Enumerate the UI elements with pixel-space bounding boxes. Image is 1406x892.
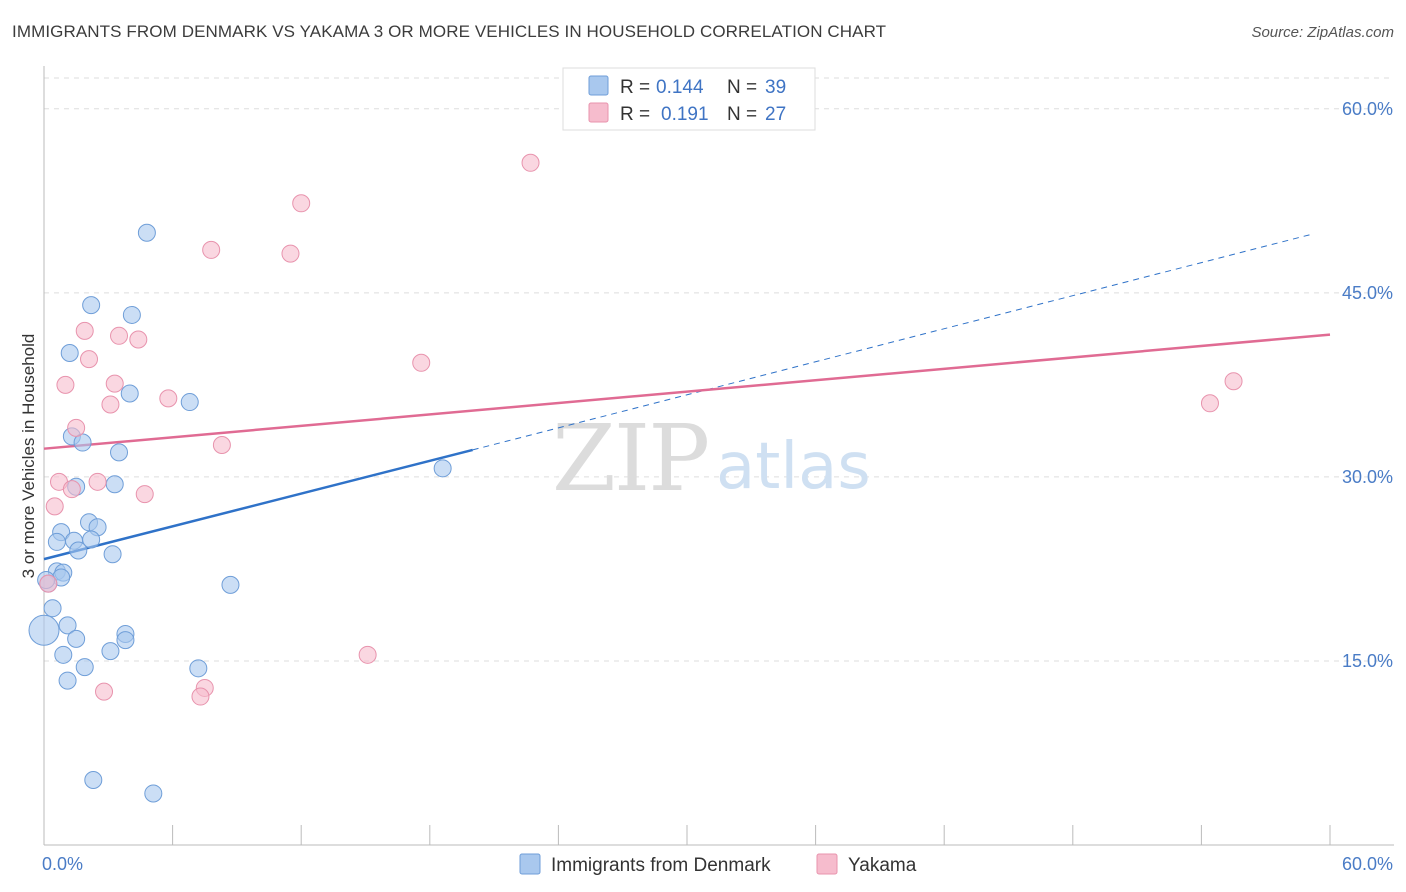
point-denmark-36 xyxy=(84,770,103,789)
point-denmark-1 xyxy=(82,296,101,315)
point-denmark-32 xyxy=(54,645,73,664)
x-tick-label-0: 0.0% xyxy=(42,854,83,874)
trend-line-denmark-extension xyxy=(472,233,1313,451)
y-tick-label-1: 30.0% xyxy=(1342,467,1393,487)
series-legend-swatch-yakama xyxy=(816,853,838,875)
point-denmark-9 xyxy=(105,475,124,494)
point-yakama-2 xyxy=(202,240,221,259)
legend-n-label-yakama: N = xyxy=(727,104,757,125)
point-yakama-0 xyxy=(521,153,540,172)
point-denmark-18 xyxy=(69,541,88,560)
gridlines xyxy=(44,77,1394,662)
series-legend-label-denmark: Immigrants from Denmark xyxy=(551,855,771,876)
point-denmark-8 xyxy=(110,443,129,462)
watermark-zip: ZIP xyxy=(552,405,708,512)
point-denmark-15 xyxy=(47,532,66,551)
point-denmark-28 xyxy=(67,629,86,648)
point-denmark-27 xyxy=(28,614,60,646)
point-yakama-9 xyxy=(56,375,75,394)
y-tick-label-3: 60.0% xyxy=(1342,99,1393,119)
point-yakama-13 xyxy=(1224,372,1243,391)
point-yakama-20 xyxy=(135,485,154,504)
legend-n-value-denmark: 39 xyxy=(765,77,786,98)
watermark-atlas: atlas xyxy=(716,430,871,504)
point-yakama-22 xyxy=(39,574,58,593)
legend-r-value-denmark: 0.144 xyxy=(656,77,704,98)
point-yakama-4 xyxy=(75,321,94,340)
point-denmark-26 xyxy=(58,616,77,635)
point-denmark-3 xyxy=(60,343,79,362)
point-yakama-19 xyxy=(62,480,81,499)
point-denmark-35 xyxy=(58,671,77,690)
series-legend-swatch-denmark xyxy=(519,853,541,875)
point-denmark-11 xyxy=(433,459,452,478)
x-tick-labels: 0.0% 60.0% xyxy=(42,854,1393,874)
point-yakama-7 xyxy=(80,350,99,369)
legend-r-label-yakama: R = xyxy=(620,104,650,125)
trend-lines xyxy=(43,233,1331,561)
watermark: ZIP atlas xyxy=(552,405,871,512)
y-axis-label: 3 or more Vehicles in Household xyxy=(19,334,38,579)
point-denmark-17 xyxy=(82,530,101,549)
point-denmark-33 xyxy=(75,658,94,677)
point-denmark-19 xyxy=(103,545,122,564)
data-points xyxy=(28,153,1243,803)
trend-line-denmark xyxy=(43,448,473,561)
legend-r-label-denmark: R = xyxy=(620,77,650,98)
point-yakama-14 xyxy=(1200,394,1219,413)
point-yakama-1 xyxy=(292,194,311,213)
point-denmark-31 xyxy=(101,642,120,661)
point-denmark-34 xyxy=(189,659,208,678)
y-tick-labels: 15.0% 30.0% 45.0% 60.0% xyxy=(1342,99,1393,671)
point-yakama-24 xyxy=(95,682,114,701)
legend-swatch-denmark xyxy=(588,75,609,96)
chart-title: IMMIGRANTS FROM DENMARK VS YAKAMA 3 OR M… xyxy=(12,22,887,41)
axes xyxy=(43,66,1394,846)
x-tick-label-1: 60.0% xyxy=(1342,854,1393,874)
point-yakama-21 xyxy=(45,497,64,516)
legend-n-value-yakama: 27 xyxy=(765,104,786,125)
point-denmark-30 xyxy=(116,631,135,650)
series-legend: Immigrants from Denmark Yakama xyxy=(519,853,917,876)
y-tick-label-0: 15.0% xyxy=(1342,651,1393,671)
legend-n-label-denmark: N = xyxy=(727,77,757,98)
point-yakama-23 xyxy=(358,645,377,664)
correlation-legend: R = 0.144 N = 39 R = 0.191 N = 27 xyxy=(562,67,816,131)
point-yakama-16 xyxy=(212,436,231,455)
point-denmark-24 xyxy=(221,575,240,594)
point-yakama-15 xyxy=(67,418,86,437)
point-denmark-2 xyxy=(122,305,141,324)
point-yakama-18 xyxy=(88,472,107,491)
trend-line-yakama xyxy=(43,333,1331,450)
point-yakama-8 xyxy=(412,353,431,372)
point-yakama-10 xyxy=(105,374,124,393)
point-denmark-5 xyxy=(180,393,199,412)
point-denmark-0 xyxy=(137,223,156,242)
point-denmark-4 xyxy=(120,384,139,403)
point-yakama-11 xyxy=(159,389,178,408)
point-denmark-25 xyxy=(43,599,62,618)
point-yakama-12 xyxy=(101,395,120,414)
point-yakama-6 xyxy=(129,330,148,349)
legend-swatch-yakama xyxy=(588,102,609,123)
point-yakama-26 xyxy=(191,687,210,706)
point-yakama-5 xyxy=(110,326,129,345)
source-text: Source: ZipAtlas.com xyxy=(1251,24,1394,41)
point-yakama-3 xyxy=(281,244,300,263)
legend-r-value-yakama: 0.191 xyxy=(661,104,709,125)
series-legend-label-yakama: Yakama xyxy=(848,855,917,876)
point-denmark-37 xyxy=(144,784,163,803)
y-tick-label-2: 45.0% xyxy=(1342,283,1393,303)
